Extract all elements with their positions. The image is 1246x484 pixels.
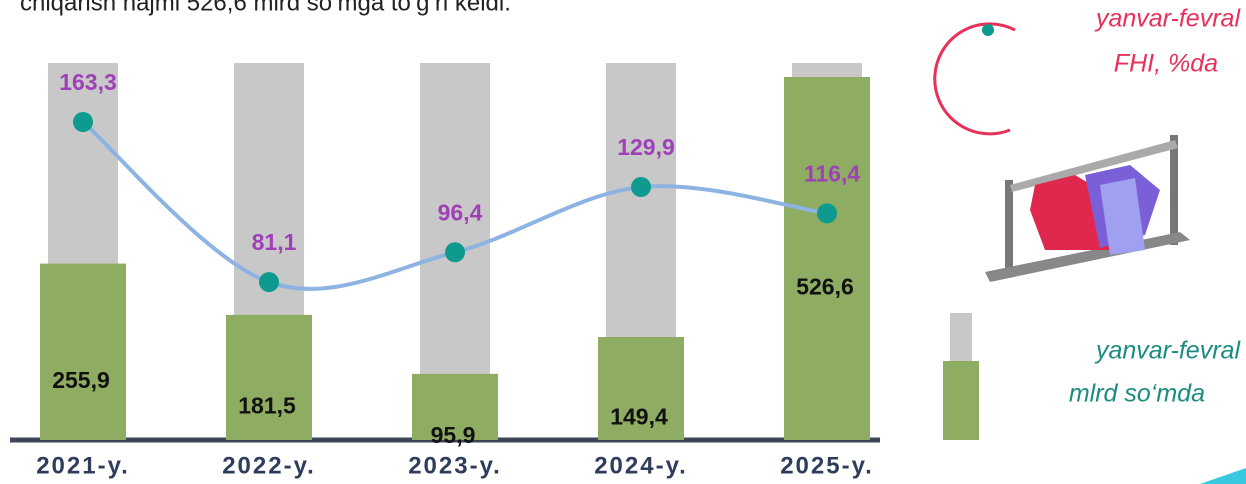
bar [40,264,126,440]
clothes-rack [985,135,1190,282]
legend-name: yanvar-fevral [1094,337,1241,365]
x-tick-label: 2021-y. [36,452,130,479]
line-marker [259,272,279,292]
legend-swatch [943,361,979,440]
x-tick-label: 2025-y. [780,452,874,479]
bar-value-label: 255,9 [52,367,110,393]
bar [784,77,870,440]
line-marker [73,112,93,132]
bar [226,315,312,440]
legend-unit: mlrd so‘mda [1069,380,1205,408]
legend-arc [935,24,1015,134]
x-tick-label: 2024-y. [594,452,688,479]
bar-value-label: 149,4 [610,404,668,430]
plot [40,63,870,440]
line-marker [817,203,837,223]
line-value-label: 81,1 [252,229,297,255]
page: chiqarish hajmi 526,6 mlrd so‘mga to‘g‘r… [0,0,1246,484]
x-tick-label: 2023-y. [408,452,502,479]
legend-unit: FHI, %da [1114,50,1218,78]
bar-value-label: 526,6 [796,274,854,300]
chart: chiqarish hajmi 526,6 mlrd so‘mga to‘g‘r… [0,0,1246,484]
line-value-label: 163,3 [59,69,117,95]
line-value-label: 96,4 [438,199,483,225]
line-value-label: 116,4 [804,160,860,186]
line-marker [445,242,465,262]
bar-value-label: 181,5 [238,393,296,419]
x-tick-label: 2022-y. [222,452,316,479]
subtitle: chiqarish hajmi 526,6 mlrd so‘mga to‘g‘r… [20,0,511,16]
legend-swatch-bg [950,313,972,361]
legend-name: yanvar-fevral [1094,5,1241,33]
line-marker [631,177,651,197]
bar-value-label: 95,9 [431,422,476,448]
legend-dot [982,24,994,36]
line-value-label: 129,9 [617,134,675,160]
